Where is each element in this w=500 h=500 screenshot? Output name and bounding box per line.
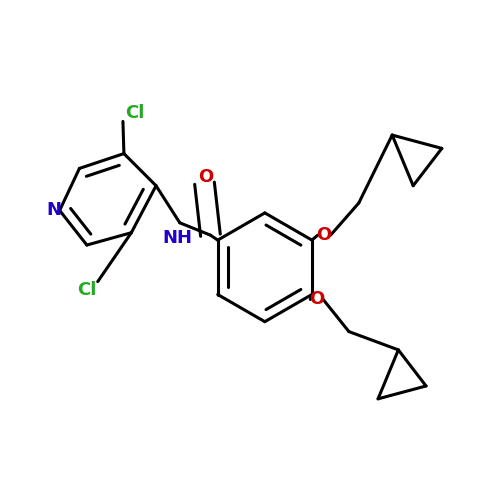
Text: O: O bbox=[316, 226, 332, 244]
Text: Cl: Cl bbox=[77, 280, 96, 298]
Text: O: O bbox=[198, 168, 213, 186]
Text: N: N bbox=[46, 202, 61, 220]
Text: Cl: Cl bbox=[126, 104, 145, 122]
Text: NH: NH bbox=[162, 228, 192, 246]
Text: O: O bbox=[309, 290, 324, 308]
